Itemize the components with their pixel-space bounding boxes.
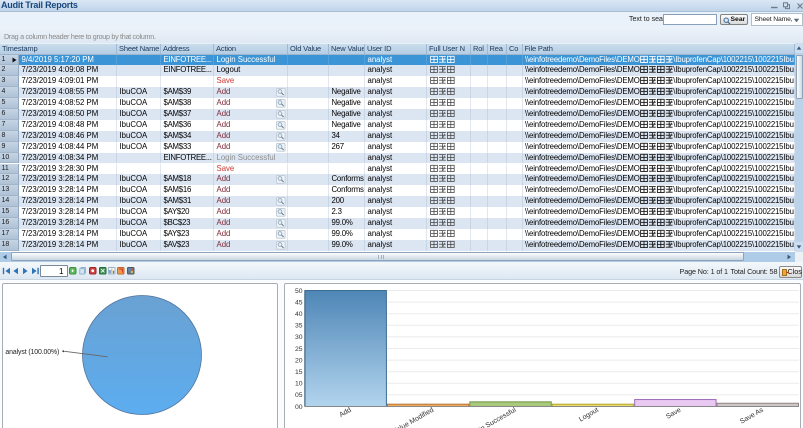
svg-text:35: 35 [295,323,303,330]
svg-text:Value Modified: Value Modified [392,407,435,428]
svg-text:05: 05 [295,392,303,399]
svg-text:analyst (100.00%): analyst (100.00%) [5,349,59,356]
svg-text:10: 10 [295,381,303,388]
svg-text:30: 30 [295,334,303,341]
svg-text:20: 20 [295,357,303,364]
svg-text:45: 45 [295,299,303,306]
svg-text:Login Successful: Login Successful [468,406,518,428]
svg-text:15: 15 [295,369,303,376]
svg-text:25: 25 [295,346,303,353]
svg-text:40: 40 [295,311,303,318]
svg-text:50: 50 [295,288,303,295]
svg-text:00: 00 [295,404,303,411]
svg-text:Save: Save [665,407,682,421]
svg-text:Logout: Logout [578,407,600,424]
svg-text:Save As: Save As [739,406,765,425]
svg-text:Add: Add [338,407,352,419]
